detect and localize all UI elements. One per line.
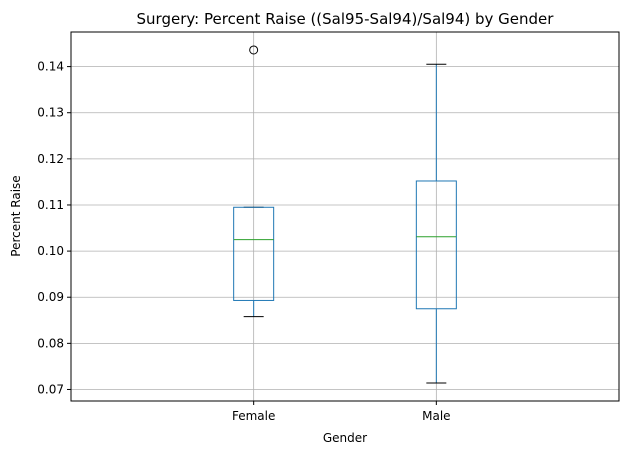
x-axis-label: Gender [323, 431, 367, 445]
y-axis-label: Percent Raise [9, 175, 23, 256]
x-tick-label: Female [232, 409, 275, 423]
y-tick-label: 0.10 [37, 244, 64, 258]
outlier-point [249, 45, 259, 55]
y-tick-label: 0.11 [37, 198, 64, 212]
grid-lines [71, 32, 619, 401]
y-tick-label: 0.14 [37, 60, 64, 74]
iqr-box [233, 206, 275, 301]
y-tick-label: 0.08 [37, 336, 64, 350]
plot-area-frame [70, 31, 620, 402]
y-axis-ticks: 0.07 0.08 0.09 0.10 0.11 0.12 0.13 0.14 [37, 60, 71, 396]
chart-title: Surgery: Percent Raise ((Sal95-Sal94)/Sa… [137, 10, 555, 28]
x-axis-ticks: Female Male [232, 401, 451, 423]
box-male [415, 63, 457, 384]
iqr-box [415, 180, 457, 310]
box-female [233, 45, 275, 318]
y-tick-label: 0.09 [37, 290, 64, 304]
box-plot-series [233, 45, 457, 384]
x-tick-label: Male [422, 409, 450, 423]
y-tick-label: 0.12 [37, 152, 64, 166]
y-tick-label: 0.07 [37, 382, 64, 396]
y-tick-label: 0.13 [37, 106, 64, 120]
